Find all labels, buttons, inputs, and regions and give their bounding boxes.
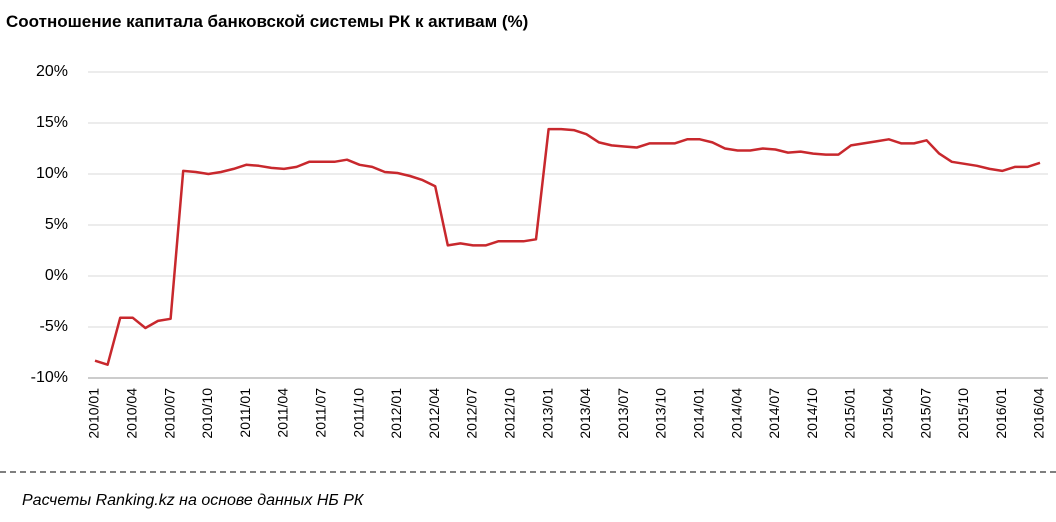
x-tick-label: 2011/10 [350, 388, 366, 438]
x-tick-label: 2010/04 [124, 388, 140, 439]
y-tick-label: 20% [36, 63, 68, 80]
x-tick-label: 2014/10 [804, 388, 820, 439]
chart-title: Соотношение капитала банковской системы … [6, 12, 528, 31]
x-tick-label: 2013/04 [577, 388, 593, 439]
x-tick-label: 2016/04 [1031, 388, 1047, 439]
x-tick-label: 2012/07 [464, 388, 480, 439]
x-tick-label: 2014/01 [691, 388, 707, 439]
x-tick-label: 2014/07 [766, 388, 782, 439]
y-tick-label: 0% [45, 267, 68, 284]
source-note: Расчеты Ranking.kz на основе данных НБ Р… [22, 492, 365, 509]
y-tick-label: -5% [40, 318, 68, 335]
x-tick-label: 2015/10 [955, 388, 971, 439]
x-tick-label: 2015/01 [842, 388, 858, 439]
x-tick-label: 2012/10 [502, 388, 518, 439]
x-tick-label: 2011/07 [313, 388, 329, 438]
x-tick-label: 2012/04 [426, 388, 442, 439]
x-tick-label: 2012/01 [388, 388, 404, 439]
x-tick-label: 2016/01 [993, 388, 1009, 439]
y-tick-label: 15% [36, 114, 68, 131]
y-tick-label: -10% [31, 369, 68, 386]
x-tick-label: 2015/07 [917, 388, 933, 439]
data-line [94, 127, 1041, 366]
x-tick-label: 2010/07 [161, 388, 177, 439]
x-tick-label: 2014/04 [728, 388, 744, 439]
y-tick-label: 10% [36, 165, 68, 182]
x-tick-label: 2013/10 [653, 388, 669, 439]
y-tick-label: 5% [45, 216, 68, 233]
x-tick-label: 2011/04 [275, 388, 291, 438]
x-tick-label: 2015/04 [880, 388, 896, 439]
x-tick-label: 2010/01 [86, 388, 102, 439]
x-tick-label: 2013/07 [615, 388, 631, 439]
x-tick-label: 2013/01 [539, 388, 555, 439]
x-tick-label: 2010/10 [199, 388, 215, 439]
x-tick-label: 2011/01 [237, 388, 253, 438]
